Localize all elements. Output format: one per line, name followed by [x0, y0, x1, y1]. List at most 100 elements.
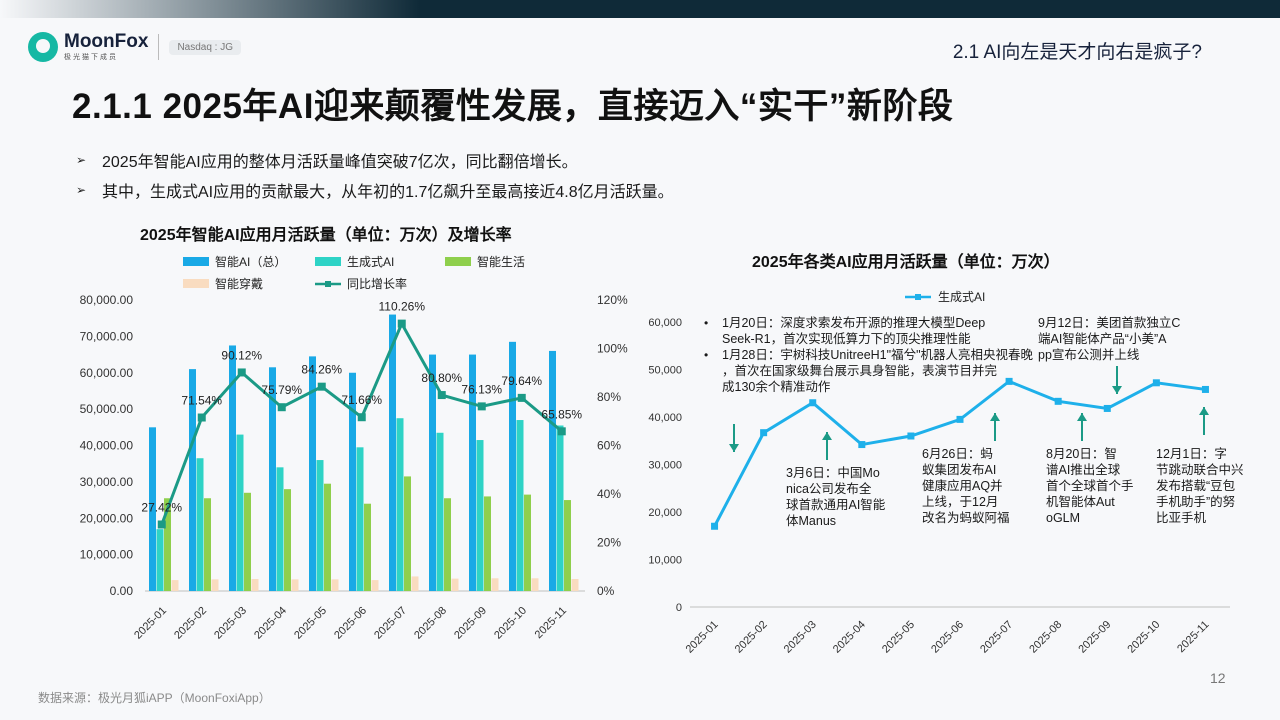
chart1-growth-label: 71.66%: [341, 393, 382, 407]
chart2-annot-jan28: 1月28日：宇树科技UnitreeH1"福兮"机器人亮相央视春晚，首次在国家级舞…: [722, 347, 1034, 394]
chart1-bar-3: [491, 578, 499, 591]
chart1-x-tick: 2025-01: [132, 605, 169, 642]
chart2-x-tick: 2025-01: [684, 619, 721, 656]
chart1-bar-0: [429, 354, 436, 591]
chart1-growth-label: 79.64%: [501, 374, 542, 388]
chart1-bar-3: [331, 579, 339, 591]
chart1-y-right-tick: 120%: [597, 293, 628, 307]
chart2-y-tick: 60,000: [648, 317, 682, 329]
chart1-bar-0: [509, 341, 516, 591]
chart2-point: [1201, 385, 1209, 393]
section-title: 2.1 AI向左是天才向右是疯子?: [952, 42, 1202, 63]
chart1-growth-label: 27.42%: [141, 501, 182, 515]
chart1-bar-0: [269, 367, 276, 591]
chart2-y-tick: 30,000: [648, 460, 682, 472]
brand-name: MoonFox: [64, 31, 149, 52]
chart2-x-tick: 2025-11: [1175, 619, 1211, 655]
brand-subtitle: 极光猫下成员: [64, 54, 118, 61]
chart2-y-tick: 50,000: [648, 365, 682, 377]
chart1-y-left-tick: 10,000.00: [80, 548, 134, 562]
bullet-item: ➢ 2025年智能AI应用的整体月活跃量峰值突破7亿次，同比翻倍增长。: [76, 145, 674, 175]
chart1-x-tick: 2025-09: [452, 605, 489, 642]
chart2-x-tick: 2025-04: [831, 619, 868, 656]
chart1-legend-swatch: [445, 257, 471, 266]
chart1-legend-label: 生成式AI: [347, 255, 394, 269]
chart2-x-tick: 2025-07: [978, 619, 1015, 656]
chart2-point: [1054, 397, 1062, 405]
chart1-x-tick: 2025-06: [332, 605, 369, 642]
chart1-bar-3: [251, 578, 259, 591]
chart1-x-tick: 2025-04: [252, 605, 289, 642]
chart1-legend-label: 智能AI（总）: [215, 254, 286, 269]
chart1-bar-3: [371, 580, 379, 591]
chart2-annot-bullet-dot: •: [704, 316, 708, 330]
chart1-x-tick: 2025-02: [172, 605, 209, 642]
chart1-legend-label: 智能穿戴: [215, 276, 263, 291]
chart1-y-right-tick: 60%: [597, 439, 621, 453]
chart2-y-tick: 40,000: [648, 412, 682, 424]
moonfox-logo: MoonFox 极光猫下成员 Nasdaq : JG: [28, 31, 242, 62]
chart2-point: [1005, 377, 1013, 385]
chart1-growth-label: 84.26%: [301, 363, 342, 377]
chart1-x-tick: 2025-03: [212, 605, 249, 642]
chart2-annot-jun: 6月26日：蚂蚁集团发布AI 健康应用AQ并上线，于12月改名为蚂蚁阿福: [922, 446, 1010, 525]
chart1-bar-0: [549, 350, 556, 591]
chart1-growth-marker: [237, 368, 246, 377]
bullet-list: ➢ 2025年智能AI应用的整体月活跃量峰值突破7亿次，同比翻倍增长。 ➢ 其中…: [76, 145, 674, 205]
chart1-bar-1: [156, 529, 164, 591]
data-source-note: 数据来源：极光月狐iAPP（MoonFoxiApp）: [38, 691, 271, 705]
chart1-bar-2: [364, 503, 371, 591]
chart1-legend-swatch: [315, 257, 341, 266]
chart2-point: [809, 399, 817, 407]
chart1-bar-3: [171, 580, 179, 591]
chart1-y-left-tick: 30,000.00: [80, 475, 134, 489]
chart1-bar-2: [164, 498, 171, 591]
chart1-legend-swatch: [183, 279, 209, 288]
chart1-bar-2: [444, 498, 451, 591]
chart1-bar-1: [476, 440, 484, 591]
chart1-bar-0: [309, 356, 316, 591]
chart1-growth-label: 75.79%: [261, 383, 302, 397]
chart2-arrow-jan-head: [729, 444, 739, 452]
chart1-bar-0: [389, 314, 396, 591]
chart2-x-tick: 2025-05: [880, 619, 917, 656]
chart1-bar-2: [564, 500, 571, 591]
chart1-growth-marker: [477, 402, 486, 411]
chart1-legend-label: 智能生活: [477, 254, 525, 269]
chart1-y-left-tick: 80,000.00: [80, 293, 134, 307]
chart1-legend-swatch: [183, 257, 209, 266]
chart1-bar-0: [149, 427, 156, 591]
chart2-legend-marker: [915, 294, 921, 300]
moonfox-logo-icon: [28, 32, 58, 62]
chart2-annot-nov: 12月1日：字节跳动联合中兴发布搭载“豆包手机助手”的努比亚手机: [1156, 446, 1244, 525]
chart2-point: [956, 415, 964, 423]
chart1-y-right-tick: 80%: [597, 390, 621, 404]
chart1-y-left-tick: 0.00: [110, 584, 134, 598]
chart2-annot-sep: 9月12日：美团首款独立C 端AI智能体产品“小美”A pp宣布公测并上线: [1038, 315, 1180, 362]
chart2-y-tick: 20,000: [648, 507, 682, 519]
chart1-bar-2: [204, 498, 211, 591]
chart1-y-right-tick: 0%: [597, 584, 615, 598]
chart2-x-tick: 2025-10: [1125, 619, 1162, 656]
chart1-bar-1: [396, 418, 404, 591]
chart1-bar-3: [531, 578, 539, 591]
chart1-growth-label: 71.54%: [181, 394, 222, 408]
chart1-bar-1: [316, 460, 324, 591]
chart1-bar-2: [404, 476, 411, 591]
chart1-x-tick: 2025-05: [292, 605, 329, 642]
chart1-bar-1: [236, 434, 244, 591]
chart1-y-right-tick: 40%: [597, 487, 621, 501]
chart1-y-right-tick: 100%: [597, 342, 628, 356]
chart2-y-tick: 0: [676, 602, 682, 614]
chart1-growth-marker: [357, 413, 366, 422]
top-banner: [0, 0, 1280, 18]
chart2-x-tick: 2025-02: [733, 619, 770, 656]
chart1-bar-2: [484, 496, 491, 591]
chart1-y-left-tick: 70,000.00: [80, 329, 134, 343]
chart2-annot-aug: 8月20日：智谱AI推出全球首个全球首个手机智能体Aut oGLM: [1046, 446, 1134, 525]
chart1-bar-3: [291, 579, 299, 591]
bullet-item: ➢ 其中，生成式AI应用的贡献最大，从年初的1.7亿飙升至最高接近4.8亿月活跃…: [76, 175, 674, 205]
page-number: 12: [1210, 670, 1226, 686]
chart1-y-right-tick: 20%: [597, 536, 621, 550]
